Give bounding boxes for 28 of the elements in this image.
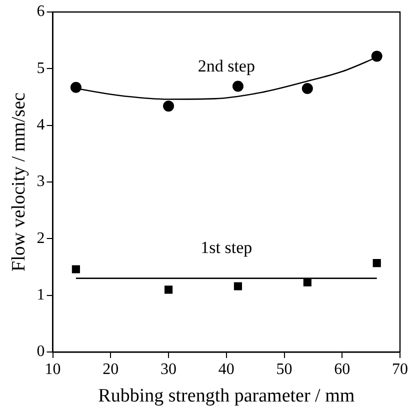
x-tick-label: 30 [160, 360, 177, 378]
series-label: 1st step [200, 238, 252, 257]
point [371, 50, 382, 62]
x-tick-label: 70 [392, 360, 408, 378]
point [70, 82, 82, 93]
series-label: 2nd step [198, 56, 255, 76]
point [72, 265, 80, 274]
y-tick-label: 1 [36, 286, 45, 304]
y-tick-label: 3 [36, 173, 45, 190]
x-tick-label: 40 [218, 360, 234, 378]
x-tick-label: 60 [334, 360, 350, 378]
point [234, 282, 242, 290]
y-tick-label: 2 [36, 230, 45, 247]
x-axis-title: Rubbing strength parameter / mm [98, 386, 355, 407]
x-tick-label: 20 [102, 360, 119, 378]
y-tick-label: 5 [36, 60, 45, 77]
y-axis-title: Flow velocity / mm/sec [8, 92, 30, 272]
point [303, 278, 312, 286]
point [163, 100, 174, 112]
x-tick-label: 50 [276, 360, 292, 378]
y-tick-label: 4 [36, 116, 45, 134]
point [372, 259, 381, 268]
point [302, 83, 313, 94]
point [164, 286, 173, 294]
y-tick-label: 0 [36, 343, 45, 360]
point [232, 80, 244, 92]
x-tick-label: 10 [44, 360, 61, 378]
y-tick-label: 6 [36, 3, 45, 20]
